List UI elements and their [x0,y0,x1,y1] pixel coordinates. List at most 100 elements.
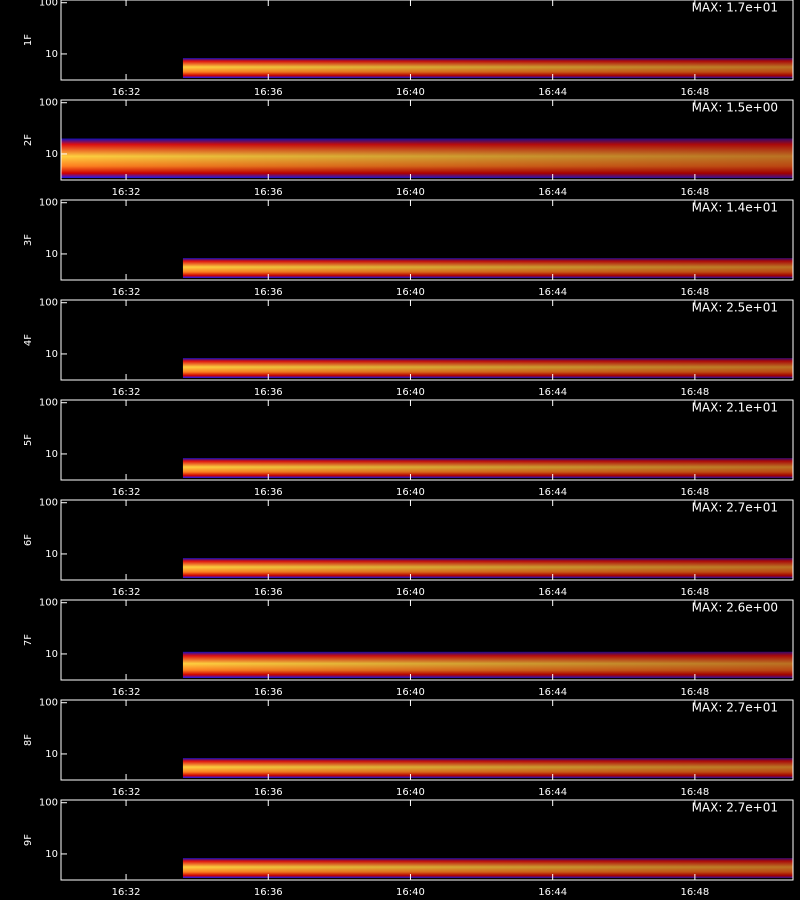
x-tick-label: 16:32 [112,787,141,798]
x-tick-label: 16:36 [254,187,283,198]
plot-frame [60,799,794,881]
x-tick-label: 16:44 [538,187,567,198]
y-tick-label: 100 [39,598,58,609]
max-annotation: MAX: 2.6e+00 [692,601,778,615]
plot-frame [60,0,794,81]
y-tick-label: 10 [45,249,58,260]
x-tick-label: 16:32 [112,187,141,198]
band-fade [182,358,794,378]
y-tick-label: 10 [45,649,58,660]
x-tick-label: 16:44 [538,787,567,798]
x-tick-label: 16:36 [254,287,283,298]
plot-frame [60,99,794,181]
x-tick-label: 16:40 [396,187,425,198]
x-tick-label: 16:44 [538,287,567,298]
x-tick-label: 16:48 [680,587,709,598]
x-tick-label: 16:40 [396,287,425,298]
plot-frame [60,399,794,481]
y-tick-label: 10 [45,349,58,360]
plot-frame [60,299,794,381]
x-tick-label: 16:44 [538,487,567,498]
y-tick-label: 100 [39,198,58,209]
x-tick-label: 16:48 [680,287,709,298]
y-tick-label: 100 [39,0,58,9]
x-tick-label: 16:44 [538,887,567,898]
x-tick-label: 16:32 [112,487,141,498]
y-tick-label: 10 [45,549,58,560]
plot-frame [60,599,794,681]
x-tick-label: 16:48 [680,687,709,698]
panel-label: 9F [23,834,34,846]
x-tick-label: 16:40 [396,587,425,598]
panel-label: 2F [23,134,34,146]
max-annotation: MAX: 2.1e+01 [692,401,778,415]
panel-label: 1F [23,34,34,46]
y-tick-label: 10 [45,849,58,860]
band-fade [61,138,793,178]
panel-label: 7F [23,634,34,646]
x-tick-label: 16:36 [254,587,283,598]
y-tick-label: 100 [39,298,58,309]
plot-frame [60,199,794,281]
panel-label: 4F [23,334,34,346]
x-tick-label: 16:36 [254,87,283,98]
plot-frame [60,699,794,781]
max-annotation: MAX: 2.7e+01 [692,801,778,815]
max-annotation: MAX: 1.5e+00 [692,101,778,115]
panel-label: 6F [23,534,34,546]
max-annotation: MAX: 2.5e+01 [692,301,778,315]
max-annotation: MAX: 1.7e+01 [692,1,778,15]
x-tick-label: 16:48 [680,387,709,398]
x-tick-label: 16:32 [112,887,141,898]
x-tick-label: 16:48 [680,187,709,198]
x-tick-label: 16:48 [680,87,709,98]
band-fade [182,858,794,878]
x-tick-label: 16:36 [254,887,283,898]
max-annotation: MAX: 2.7e+01 [692,701,778,715]
panel-label: 5F [23,434,34,446]
y-tick-label: 10 [45,449,58,460]
x-tick-label: 16:40 [396,87,425,98]
x-tick-label: 16:44 [538,687,567,698]
x-tick-label: 16:40 [396,787,425,798]
y-tick-label: 100 [39,398,58,409]
y-tick-label: 10 [45,149,58,160]
panel-label: 3F [23,234,34,246]
x-tick-label: 16:36 [254,787,283,798]
x-tick-label: 16:36 [254,687,283,698]
panel-label: 8F [23,734,34,746]
x-tick-label: 16:32 [112,87,141,98]
x-tick-label: 16:36 [254,387,283,398]
x-tick-label: 16:44 [538,87,567,98]
y-tick-label: 10 [45,749,58,760]
x-tick-label: 16:36 [254,487,283,498]
max-annotation: MAX: 1.4e+01 [692,201,778,215]
x-tick-label: 16:32 [112,687,141,698]
x-tick-label: 16:48 [680,787,709,798]
plot-frame [60,499,794,581]
x-tick-label: 16:40 [396,887,425,898]
band-fade [182,651,794,678]
x-tick-label: 16:32 [112,287,141,298]
band-fade [182,458,794,478]
x-tick-label: 16:48 [680,487,709,498]
band-fade [182,558,794,578]
x-tick-label: 16:44 [538,387,567,398]
band-fade [182,58,794,78]
y-tick-label: 10 [45,49,58,60]
y-tick-label: 100 [39,498,58,509]
x-tick-label: 16:40 [396,487,425,498]
band-fade [182,758,794,778]
y-tick-label: 100 [39,698,58,709]
y-tick-label: 100 [39,98,58,109]
x-tick-label: 16:32 [112,387,141,398]
x-tick-label: 16:40 [396,687,425,698]
x-tick-label: 16:40 [396,387,425,398]
y-tick-label: 100 [39,798,58,809]
x-tick-label: 16:44 [538,587,567,598]
band-fade [182,258,794,278]
x-tick-label: 16:32 [112,587,141,598]
x-tick-label: 16:48 [680,887,709,898]
max-annotation: MAX: 2.7e+01 [692,501,778,515]
